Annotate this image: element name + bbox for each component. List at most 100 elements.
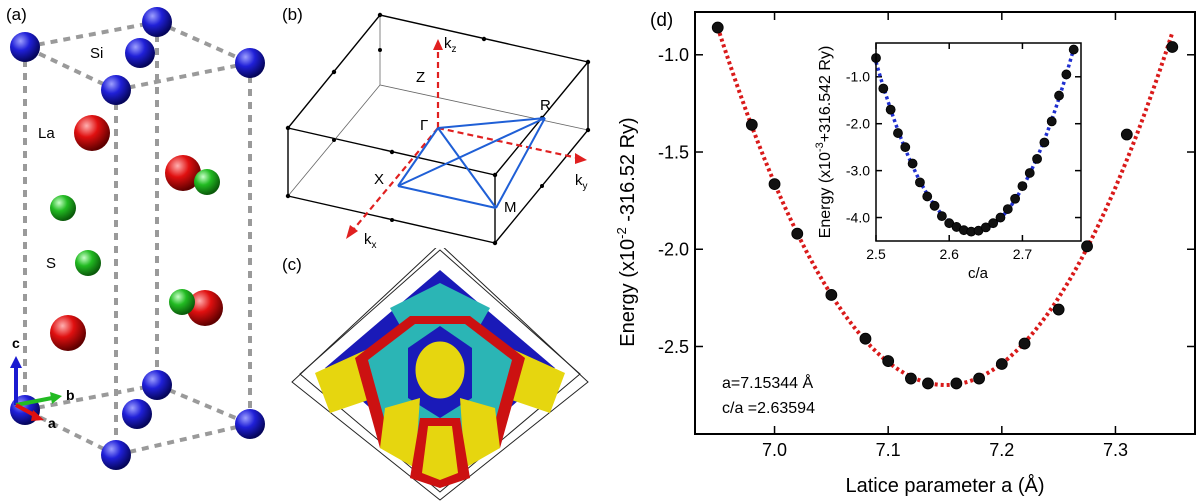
data-point [1054, 90, 1064, 101]
main-xlabel: Latice parameter a (Å) [846, 474, 1045, 497]
data-point [936, 211, 947, 222]
fit-curve [715, 26, 1175, 388]
si-atoms [10, 7, 265, 470]
data-point [1120, 128, 1133, 141]
inset-frame [875, 42, 1082, 242]
ky-arrowhead [575, 153, 587, 164]
data-point [1017, 181, 1028, 192]
data-point [768, 178, 781, 191]
y-tick-label: -3.0 [846, 163, 870, 179]
data-point [791, 227, 804, 240]
y-tick-label: -2.5 [658, 337, 689, 357]
point-m: M [504, 199, 517, 216]
x-tick-label: 7.1 [876, 440, 901, 460]
data-point [1032, 153, 1042, 164]
s-label: S [46, 255, 56, 272]
data-point [1039, 137, 1050, 148]
kx-label: kx [364, 231, 377, 250]
x-tick-label: 7.3 [1103, 440, 1128, 460]
data-point [1166, 41, 1179, 53]
si-label: Si [90, 45, 103, 62]
annotation-ca: c/a =2.63594 [722, 400, 815, 417]
inset-ylabel: Energy (x10-3+316.542 Ry) [814, 46, 834, 239]
panel-b-label: (b) [282, 5, 303, 24]
data-point [859, 332, 872, 345]
data-point [988, 218, 999, 229]
data-point [1024, 168, 1035, 178]
y-tick-label: -1.0 [658, 45, 689, 65]
data-point [1052, 303, 1065, 316]
data-point [907, 158, 918, 169]
svg-text:Energy (x10-2 -316.52 Ry): Energy (x10-2 -316.52 Ry) [614, 117, 639, 346]
y-tick-label: -4.0 [846, 209, 870, 225]
y-tick-label: -2.0 [846, 116, 870, 132]
la-atoms [50, 115, 223, 351]
data-point [893, 128, 903, 138]
x-tick-label: 2.6 [939, 246, 959, 262]
inset-xlabel: c/a [968, 265, 989, 282]
fermi-sheets [315, 270, 565, 488]
inset: 2.5 2.6 2.7 -4.0 -3.0 -2.0 -1.0 Energy (x10-3+… [814, 42, 1082, 282]
point-r: R [540, 97, 551, 114]
data-point [1068, 44, 1079, 55]
point-z: Z [416, 69, 425, 86]
data-point [900, 142, 911, 153]
x-tick-label: 7.0 [762, 440, 787, 460]
axis-c-label: c [12, 335, 20, 351]
data-point [995, 358, 1008, 370]
y-tick-label: -1.5 [658, 142, 689, 162]
kz-arrowhead [433, 39, 443, 50]
panel-a-crystal: (a) Si La S c [6, 5, 265, 470]
data-point [878, 83, 889, 94]
la-label: La [38, 125, 55, 142]
main-frame [694, 11, 1196, 435]
data-point [980, 222, 991, 233]
lattice-axes-triad: c b a [10, 335, 75, 431]
bz-high-symmetry-dots [285, 12, 591, 246]
main-ylabel: Energy (x10-2 -316.52 Ry) [614, 117, 639, 346]
panel-a-label: (a) [6, 5, 27, 24]
data-point [885, 104, 896, 115]
data-point [1010, 193, 1021, 204]
data-point [1046, 116, 1057, 127]
data-point [1061, 69, 1072, 80]
s-atoms [50, 169, 220, 315]
y-tick-label: -1.0 [846, 69, 870, 85]
inset-plot: 2.5 2.6 2.7 -4.0 -3.0 -2.0 -1.0 [846, 43, 1081, 262]
panel-b-brillouin-zone: (b) kz ky kx Γ X M R Z [282, 5, 591, 250]
kx-arrowhead [346, 225, 358, 239]
data-point [995, 212, 1006, 223]
inset-background [876, 43, 1081, 241]
data-point [745, 118, 758, 131]
data-point [1081, 240, 1093, 253]
data-point [1018, 337, 1031, 350]
point-gamma: Γ [420, 117, 428, 134]
bz-path [397, 117, 546, 209]
axis-a-label: a [48, 415, 56, 431]
panel-d-energy-chart: (d) Energy (x10-2 -316.52 Ry) Latice par… [614, 10, 1196, 497]
axis-b-label: b [66, 387, 75, 403]
data-point [950, 377, 963, 390]
point-x: X [374, 171, 384, 188]
data-point [973, 372, 985, 385]
x-tick-label: 2.7 [1013, 246, 1033, 262]
data-point [915, 177, 925, 188]
panel-c-fermi-surface: (c) [282, 248, 589, 501]
ky-label: ky [575, 172, 588, 192]
data-point [825, 289, 838, 301]
data-point [922, 191, 933, 202]
x-tick-label: 2.5 [866, 246, 886, 262]
y-tick-label: -2.0 [658, 240, 689, 260]
data-point [882, 355, 895, 367]
data-point [1002, 204, 1013, 214]
data-point [929, 200, 940, 211]
main-plot: 7.0 7.1 7.2 7.3 -2.5 -2.0 -1.5 -1.0 [658, 12, 1195, 460]
panel-d-label: (d) [650, 10, 673, 31]
data-point [922, 377, 934, 390]
kz-label: kz [444, 35, 457, 55]
annotation-a: a=7.15344 Å [722, 373, 814, 392]
unit-cell-edges [23, 20, 252, 457]
x-tick-label: 7.2 [989, 440, 1014, 460]
data-point [905, 372, 917, 385]
data-point [711, 21, 724, 34]
